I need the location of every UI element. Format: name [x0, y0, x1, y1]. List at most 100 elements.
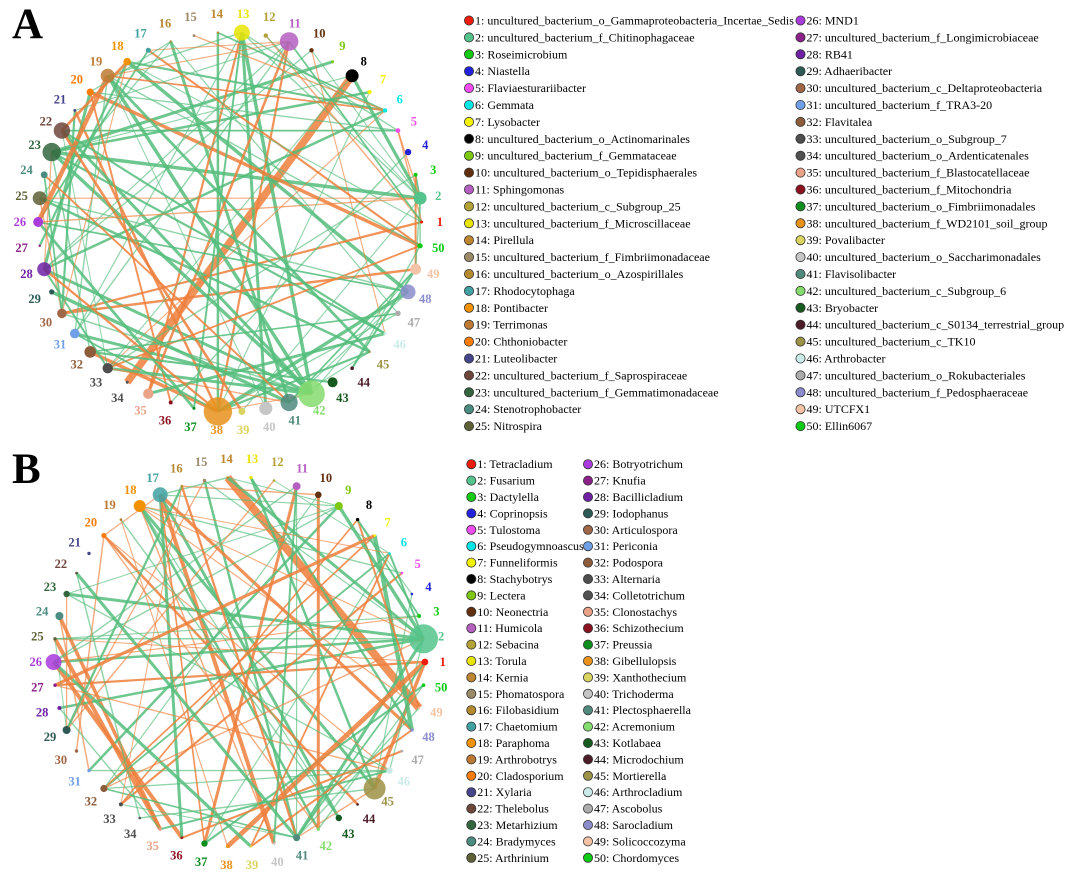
svg-text:16: uncultured_bacterium_o_Azo: 16: uncultured_bacterium_o_Azospirillale…: [475, 267, 684, 281]
svg-text:39: 39: [237, 423, 250, 437]
svg-text:24: 24: [36, 604, 49, 618]
svg-text:37: 37: [184, 420, 197, 434]
svg-text:48: uncultured_bacterium_f_Ped: 48: uncultured_bacterium_f_Pedosphaerace…: [807, 385, 1029, 399]
svg-text:45: 45: [377, 358, 390, 372]
svg-text:41: Flavisolibacter: 41: Flavisolibacter: [807, 267, 897, 281]
svg-text:15: 15: [184, 10, 197, 24]
svg-text:10: uncultured_bacterium_o_Tep: 10: uncultured_bacterium_o_Tepidisphaera…: [475, 166, 697, 180]
svg-text:31: 31: [54, 338, 67, 352]
svg-text:1: 1: [440, 655, 446, 669]
svg-text:26: Botryotrichum: 26: Botryotrichum: [594, 457, 684, 471]
svg-text:20: 20: [85, 516, 98, 530]
svg-text:23: 23: [28, 138, 41, 152]
svg-text:29: 29: [28, 292, 41, 306]
svg-text:10: 10: [320, 471, 333, 485]
svg-text:16: 16: [159, 17, 172, 31]
svg-text:7: Lysobacter: 7: Lysobacter: [475, 115, 540, 129]
svg-text:35: Clonostachys: 35: Clonostachys: [594, 605, 677, 619]
svg-text:28: 28: [36, 706, 49, 720]
svg-text:11: 11: [289, 17, 301, 31]
svg-text:43: 43: [336, 391, 349, 405]
svg-text:45: Mortierella: 45: Mortierella: [594, 769, 667, 783]
svg-text:13: 13: [246, 452, 259, 466]
svg-text:29: Adhaeribacter: 29: Adhaeribacter: [807, 64, 893, 78]
svg-text:42: 42: [320, 839, 333, 853]
svg-text:32: 32: [71, 358, 84, 372]
svg-text:4: Niastella: 4: Niastella: [475, 64, 531, 78]
svg-text:23: uncultured_bacterium_f_Gem: 23: uncultured_bacterium_f_Gemmatimonada…: [475, 385, 719, 399]
svg-text:19: 19: [103, 498, 116, 512]
svg-text:42: Acremonium: 42: Acremonium: [594, 720, 676, 734]
svg-text:30: uncultured_bacterium_c_Del: 30: uncultured_bacterium_c_Deltaproteoba…: [807, 81, 1043, 95]
svg-text:15: uncultured_bacterium_f_Fim: 15: uncultured_bacterium_f_Fimbriimonada…: [475, 250, 710, 264]
svg-text:5: 5: [414, 557, 420, 571]
svg-text:50: Chordomyces: 50: Chordomyces: [594, 851, 679, 865]
svg-text:39: Xanthothecium: 39: Xanthothecium: [594, 670, 687, 684]
svg-text:16: Filobasidium: 16: Filobasidium: [477, 703, 559, 717]
svg-text:25: 25: [31, 630, 44, 644]
svg-text:21: Luteolibacter: 21: Luteolibacter: [475, 352, 557, 366]
svg-text:27: Knufia: 27: Knufia: [594, 474, 646, 488]
svg-text:14: Kernia: 14: Kernia: [477, 670, 529, 684]
svg-text:40: 40: [263, 420, 276, 434]
svg-text:30: Articulospora: 30: Articulospora: [594, 523, 678, 537]
svg-text:5: 5: [411, 115, 417, 129]
svg-text:14: 14: [220, 452, 233, 466]
svg-text:4: 4: [425, 580, 432, 594]
svg-text:28: 28: [20, 267, 33, 281]
svg-text:14: 14: [210, 7, 223, 21]
svg-text:20: Chthoniobacter: 20: Chthoniobacter: [475, 335, 567, 349]
svg-text:13: uncultured_bacterium_f_Mic: 13: uncultured_bacterium_f_Microscillace…: [475, 216, 691, 230]
svg-text:27: 27: [15, 241, 28, 255]
svg-text:38: 38: [210, 423, 223, 437]
svg-text:37: Preussia: 37: Preussia: [594, 638, 653, 652]
svg-text:38: uncultured_bacterium_f_WD2: 38: uncultured_bacterium_f_WD2101_soil_g…: [807, 216, 1048, 230]
svg-text:40: 40: [271, 855, 284, 869]
svg-text:8: 8: [366, 498, 372, 512]
svg-text:50: 50: [432, 241, 445, 255]
svg-text:20: 20: [71, 72, 84, 86]
svg-text:4: Coprinopsis: 4: Coprinopsis: [477, 506, 548, 520]
svg-text:2: Fusarium: 2: Fusarium: [477, 474, 535, 488]
svg-text:38: Gibellulopsis: 38: Gibellulopsis: [594, 654, 677, 668]
svg-text:22: 22: [40, 115, 53, 129]
svg-text:A: A: [12, 1, 43, 48]
svg-text:32: Podospora: 32: Podospora: [594, 556, 664, 570]
svg-text:43: 43: [342, 827, 355, 841]
svg-text:4: 4: [422, 138, 429, 152]
svg-text:17: 17: [134, 26, 147, 40]
svg-text:22: Thelebolus: 22: Thelebolus: [477, 802, 549, 816]
svg-text:23: 23: [44, 580, 57, 594]
svg-text:36: 36: [170, 849, 183, 863]
svg-text:37: uncultured_bacterium_o_Fim: 37: uncultured_bacterium_o_Fimbriimonada…: [807, 199, 1036, 213]
svg-text:34: 34: [124, 827, 137, 841]
svg-text:16: 16: [170, 462, 183, 476]
svg-text:1: 1: [437, 215, 443, 229]
svg-text:47: 47: [411, 753, 424, 767]
svg-text:13: 13: [237, 7, 250, 21]
svg-text:31: uncultured_bacterium_f_TRA: 31: uncultured_bacterium_f_TRA3-20: [807, 98, 993, 112]
svg-text:27: 27: [31, 681, 44, 695]
svg-text:31: Periconia: 31: Periconia: [594, 539, 658, 553]
svg-text:9: 9: [339, 39, 345, 53]
svg-text:11: 11: [296, 462, 308, 476]
svg-text:46: 46: [398, 775, 411, 789]
svg-text:44: uncultured_bacterium_c_S01: 44: uncultured_bacterium_c_S0134_terrest…: [807, 318, 1065, 332]
svg-text:7: 7: [380, 72, 386, 86]
svg-text:11: Sphingomonas: 11: Sphingomonas: [475, 183, 565, 197]
svg-text:33: uncultured_bacterium_o_Sub: 33: uncultured_bacterium_o_Subgroup_7: [807, 132, 1007, 146]
svg-text:18: Pontibacter: 18: Pontibacter: [475, 301, 548, 315]
svg-text:37: 37: [195, 855, 208, 869]
svg-text:42: 42: [313, 404, 326, 418]
svg-text:29: 29: [44, 730, 57, 744]
svg-text:13: Torula: 13: Torula: [477, 654, 527, 668]
svg-text:39: 39: [246, 858, 259, 872]
svg-text:6: 6: [397, 92, 403, 106]
svg-text:36: uncultured_bacterium_f_Mit: 36: uncultured_bacterium_f_Mitochondria: [807, 183, 1013, 197]
svg-text:50: Ellin6067: 50: Ellin6067: [807, 419, 873, 433]
svg-text:6: 6: [401, 535, 407, 549]
svg-text:36: Schizothecium: 36: Schizothecium: [594, 621, 684, 635]
svg-text:46: Arthrocladium: 46: Arthrocladium: [594, 785, 683, 799]
svg-text:47: uncultured_bacterium_o_Rok: 47: uncultured_bacterium_o_Rokubacterial…: [807, 368, 1026, 382]
svg-text:46: Arthrobacter: 46: Arthrobacter: [807, 352, 886, 366]
